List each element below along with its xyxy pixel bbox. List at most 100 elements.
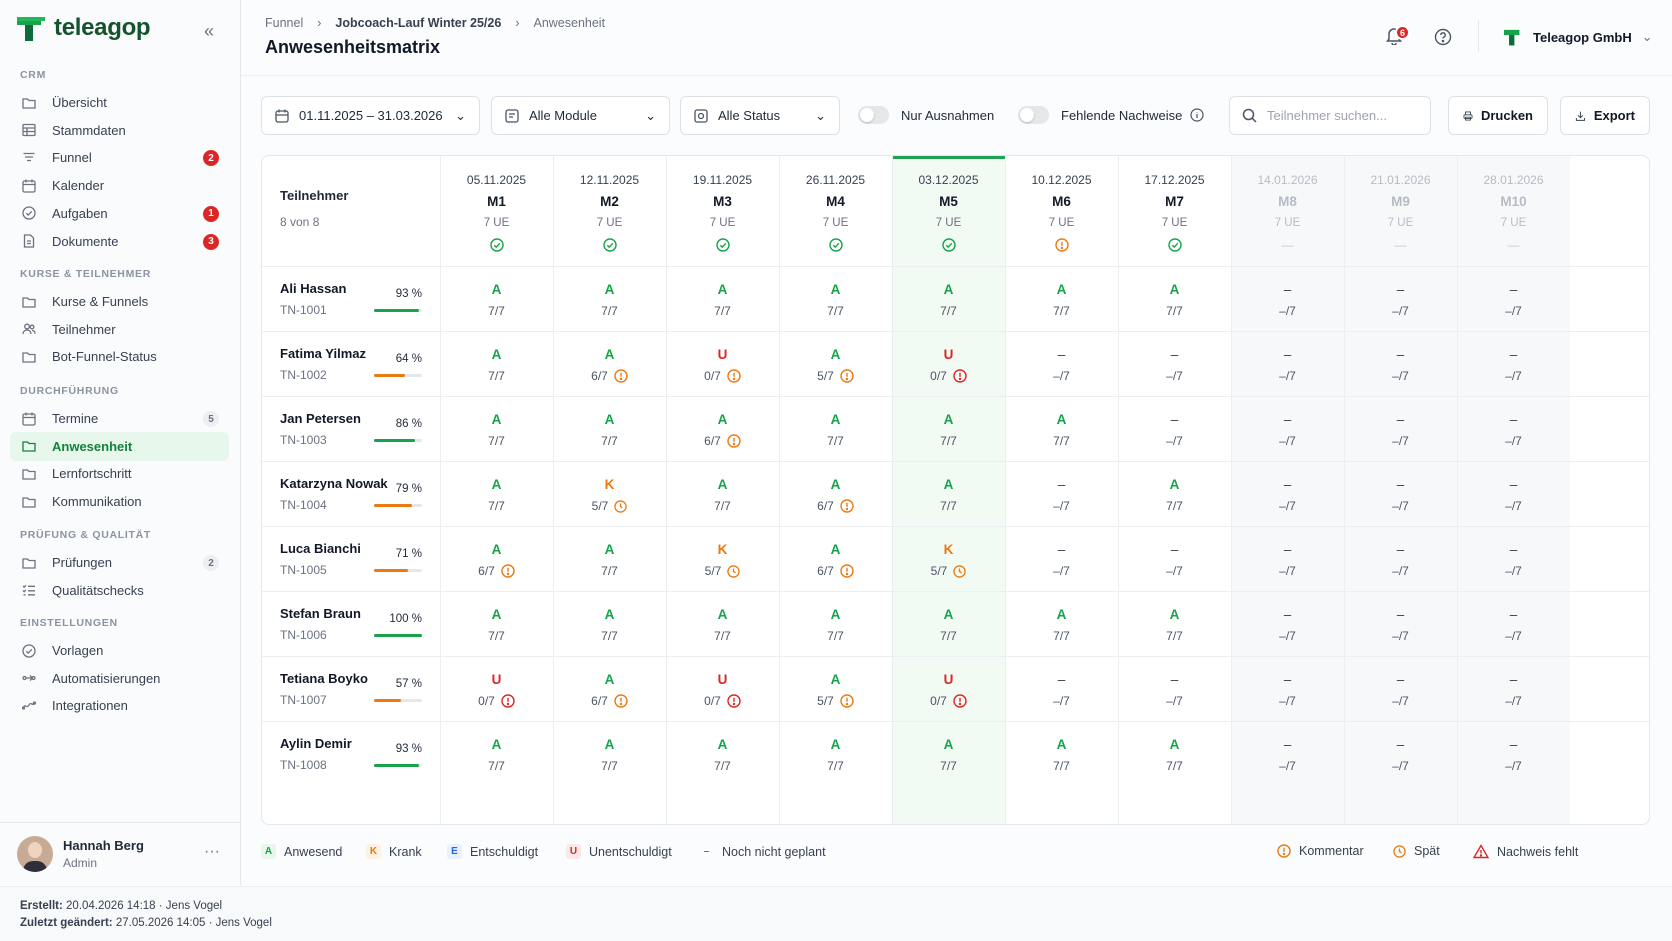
comment-icon[interactable] bbox=[501, 564, 515, 578]
attendance-cell[interactable]: A 7/7 bbox=[1005, 282, 1118, 318]
sidebar-item-kommunikation[interactable]: Kommunikation bbox=[10, 487, 229, 516]
attendance-cell[interactable]: A 7/7 bbox=[1005, 412, 1118, 448]
attendance-cell[interactable]: – –/7 bbox=[1344, 282, 1457, 318]
missing-proof-icon[interactable] bbox=[501, 694, 515, 708]
attendance-cell[interactable]: A 7/7 bbox=[1118, 607, 1231, 643]
module-header-m1[interactable]: 05.11.2025 M1 7 UE bbox=[440, 156, 553, 266]
participant-name[interactable]: Fatima Yilmaz bbox=[280, 346, 366, 361]
attendance-cell[interactable]: A 7/7 bbox=[1118, 737, 1231, 773]
sidebar-item-integrationen[interactable]: Integrationen bbox=[10, 691, 229, 720]
attendance-cell[interactable]: – –/7 bbox=[1231, 672, 1344, 708]
sidebar-item-teilnehmer[interactable]: Teilnehmer bbox=[10, 315, 229, 344]
sidebar-item-automatisierungen[interactable]: Automatisierungen bbox=[10, 664, 229, 693]
comment-icon[interactable] bbox=[840, 369, 854, 383]
attendance-cell[interactable]: – –/7 bbox=[1457, 542, 1570, 578]
attendance-cell[interactable]: K 5/7 bbox=[666, 542, 779, 578]
module-header-m7[interactable]: 17.12.2025 M7 7 UE bbox=[1118, 156, 1231, 266]
attendance-cell[interactable]: A 7/7 bbox=[553, 607, 666, 643]
attendance-cell[interactable]: A 7/7 bbox=[1118, 477, 1231, 513]
sidebar-item-übersicht[interactable]: Übersicht bbox=[10, 88, 229, 117]
search-input[interactable] bbox=[1267, 108, 1417, 123]
participant-name[interactable]: Jan Petersen bbox=[280, 411, 361, 426]
attendance-cell[interactable]: A 7/7 bbox=[553, 412, 666, 448]
attendance-cell[interactable]: – –/7 bbox=[1457, 607, 1570, 643]
attendance-cell[interactable]: A 7/7 bbox=[1005, 607, 1118, 643]
attendance-cell[interactable]: – –/7 bbox=[1457, 412, 1570, 448]
attendance-cell[interactable]: – –/7 bbox=[1344, 672, 1457, 708]
attendance-cell[interactable]: – –/7 bbox=[1344, 412, 1457, 448]
attendance-cell[interactable]: – –/7 bbox=[1231, 737, 1344, 773]
participant-name[interactable]: Aylin Demir bbox=[280, 736, 352, 751]
sidebar-item-vorlagen[interactable]: Vorlagen bbox=[10, 636, 229, 665]
module-header-m10[interactable]: 28.01.2026 M10 7 UE — bbox=[1457, 156, 1570, 266]
attendance-cell[interactable]: A 7/7 bbox=[666, 607, 779, 643]
participant-name[interactable]: Katarzyna Nowak bbox=[280, 476, 388, 491]
attendance-cell[interactable]: A 5/7 bbox=[779, 347, 892, 383]
attendance-cell[interactable]: A 7/7 bbox=[892, 737, 1005, 773]
missing-proof-icon[interactable] bbox=[953, 369, 967, 383]
attendance-cell[interactable]: A 7/7 bbox=[440, 737, 553, 773]
module-header-m8[interactable]: 14.01.2026 M8 7 UE — bbox=[1231, 156, 1344, 266]
brand-logo[interactable]: teleagop bbox=[16, 14, 151, 42]
attendance-cell[interactable]: A 7/7 bbox=[440, 412, 553, 448]
participant-name[interactable]: Stefan Braun bbox=[280, 606, 361, 621]
missing-proof-icon[interactable] bbox=[953, 694, 967, 708]
attendance-cell[interactable]: – –/7 bbox=[1457, 737, 1570, 773]
comment-icon[interactable] bbox=[840, 499, 854, 513]
attendance-cell[interactable]: – –/7 bbox=[1005, 542, 1118, 578]
sidebar-item-bot-funnel-status[interactable]: Bot-Funnel-Status bbox=[10, 342, 229, 371]
comment-icon[interactable] bbox=[727, 369, 741, 383]
attendance-cell[interactable]: A 7/7 bbox=[440, 347, 553, 383]
module-header-m3[interactable]: 19.11.2025 M3 7 UE bbox=[666, 156, 779, 266]
clock-icon[interactable] bbox=[953, 564, 967, 578]
participants-header-label[interactable]: Teilnehmer bbox=[280, 188, 349, 203]
attendance-cell[interactable]: – –/7 bbox=[1005, 477, 1118, 513]
attendance-cell[interactable]: A 7/7 bbox=[666, 737, 779, 773]
module-header-m4[interactable]: 26.11.2025 M4 7 UE bbox=[779, 156, 892, 266]
attendance-cell[interactable]: A 7/7 bbox=[553, 282, 666, 318]
export-button[interactable]: Export bbox=[1560, 96, 1650, 135]
attendance-cell[interactable]: – –/7 bbox=[1118, 412, 1231, 448]
attendance-cell[interactable]: – –/7 bbox=[1344, 347, 1457, 383]
comment-icon[interactable] bbox=[840, 564, 854, 578]
clock-icon[interactable] bbox=[614, 499, 628, 513]
user-profile[interactable]: Hannah Berg Admin ··· bbox=[0, 822, 241, 885]
sidebar-item-funnel[interactable]: Funnel 2 bbox=[10, 143, 229, 172]
module-header-m2[interactable]: 12.11.2025 M2 7 UE bbox=[553, 156, 666, 266]
attendance-cell[interactable]: U 0/7 bbox=[666, 347, 779, 383]
attendance-cell[interactable]: – –/7 bbox=[1344, 607, 1457, 643]
attendance-cell[interactable]: K 5/7 bbox=[553, 477, 666, 513]
attendance-cell[interactable]: – –/7 bbox=[1231, 542, 1344, 578]
attendance-cell[interactable]: A 7/7 bbox=[440, 282, 553, 318]
attendance-cell[interactable]: A 7/7 bbox=[892, 477, 1005, 513]
sidebar-item-dokumente[interactable]: Dokumente 3 bbox=[10, 227, 229, 256]
attendance-cell[interactable]: – –/7 bbox=[1005, 672, 1118, 708]
missing-proofs-toggle[interactable]: Fehlende Nachweise bbox=[1018, 106, 1205, 124]
modules-select[interactable]: Alle Module ⌄ bbox=[491, 96, 670, 135]
attendance-cell[interactable]: – –/7 bbox=[1344, 477, 1457, 513]
participant-name[interactable]: Ali Hassan bbox=[280, 281, 347, 296]
attendance-cell[interactable]: U 0/7 bbox=[666, 672, 779, 708]
print-button[interactable]: Drucken bbox=[1448, 96, 1548, 135]
attendance-cell[interactable]: A 7/7 bbox=[553, 542, 666, 578]
sidebar-item-kalender[interactable]: Kalender bbox=[10, 171, 229, 200]
sidebar-item-termine[interactable]: Termine 5 bbox=[10, 404, 229, 433]
attendance-cell[interactable]: A 6/7 bbox=[666, 412, 779, 448]
attendance-cell[interactable]: A 7/7 bbox=[666, 282, 779, 318]
sidebar-item-kurse-funnels[interactable]: Kurse & Funnels bbox=[10, 287, 229, 316]
comment-icon[interactable] bbox=[614, 694, 628, 708]
attendance-cell[interactable]: K 5/7 bbox=[892, 542, 1005, 578]
toggle-switch[interactable] bbox=[858, 106, 889, 124]
missing-proof-icon[interactable] bbox=[727, 694, 741, 708]
attendance-cell[interactable]: A 7/7 bbox=[779, 607, 892, 643]
date-range-select[interactable]: 01.11.2025 – 31.03.2026 ⌄ bbox=[261, 96, 480, 135]
company-switcher[interactable]: Teleagop GmbH ⌄ bbox=[1503, 28, 1653, 46]
attendance-cell[interactable]: – –/7 bbox=[1005, 347, 1118, 383]
clock-icon[interactable] bbox=[727, 564, 741, 578]
attendance-cell[interactable]: U 0/7 bbox=[440, 672, 553, 708]
attendance-cell[interactable]: A 5/7 bbox=[779, 672, 892, 708]
status-select[interactable]: Alle Status ⌄ bbox=[680, 96, 840, 135]
participant-name[interactable]: Luca Bianchi bbox=[280, 541, 361, 556]
attendance-cell[interactable]: A 6/7 bbox=[779, 477, 892, 513]
comment-icon[interactable] bbox=[614, 369, 628, 383]
